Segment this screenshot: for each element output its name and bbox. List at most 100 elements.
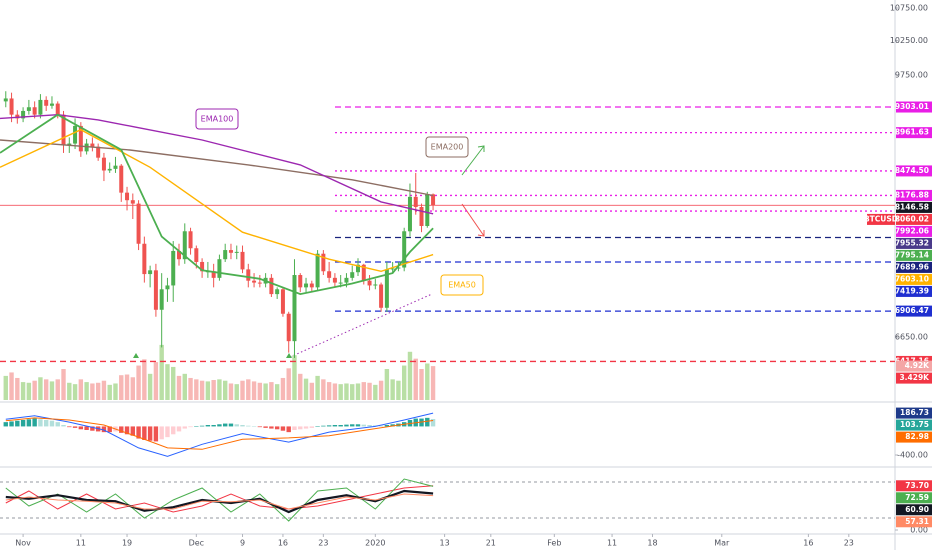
candle-body (153, 270, 158, 310)
candle-body (384, 269, 389, 308)
volume-bar (251, 381, 257, 400)
candle-body (223, 250, 228, 260)
stoch-badge-label: 73.70 (905, 481, 929, 490)
candle-body (234, 251, 239, 253)
volume-bar (3, 375, 8, 400)
macd-histogram-bar (124, 426, 130, 435)
candle-body (327, 271, 332, 278)
arrow-down-head (477, 230, 485, 237)
macd-histogram-bar (217, 424, 222, 427)
macd-histogram-bar (43, 420, 49, 427)
candle-body (78, 125, 83, 152)
volume-bar (292, 355, 297, 400)
macd-histogram-bar (321, 425, 326, 427)
volume-bar (367, 382, 372, 400)
candle-body (44, 99, 49, 106)
ema-line (0, 128, 434, 273)
price-badge-label: 7795.14 (895, 250, 929, 259)
volume-badge-label: 4.92K (905, 361, 931, 370)
candle-body (228, 250, 233, 253)
x-tick-label: 2020 (365, 539, 385, 548)
volume-bar (199, 380, 205, 400)
volume-bar (321, 379, 326, 400)
macd-histogram-bar (332, 425, 338, 427)
macd-badge-label: 186.73 (900, 408, 929, 417)
candle-body (396, 267, 401, 269)
x-tick-label: Mar (714, 539, 730, 548)
volume-bar (326, 382, 332, 400)
candle-body (200, 261, 205, 272)
macd-badge (896, 431, 932, 443)
volume-bar (401, 365, 407, 400)
price-badge (896, 261, 932, 273)
ema-callout-label: EMA50 (448, 281, 476, 290)
volume-bar (171, 366, 176, 400)
macd-histogram-bar (228, 423, 234, 427)
macd-histogram-bar (367, 425, 372, 427)
candle-body (332, 277, 337, 283)
macd-histogram-bar (263, 426, 268, 428)
candle-body (125, 192, 130, 201)
x-tick-label: 16 (278, 539, 288, 548)
volume-bar (303, 378, 309, 400)
macd-histogram-bar (130, 426, 136, 436)
volume-bar (246, 379, 251, 400)
stoch-badge (896, 480, 932, 492)
candle-body (107, 168, 112, 171)
candle-body (344, 277, 349, 283)
volume-bar (211, 380, 216, 400)
candle-body (425, 194, 430, 226)
macd-line (5, 417, 434, 450)
volume-bar (61, 369, 66, 400)
volume-bar (217, 379, 222, 400)
x-tick-label: 11 (607, 539, 617, 548)
candle-body (269, 277, 274, 295)
arrow-up (461, 145, 485, 176)
candle-body (361, 264, 366, 281)
candle-body (38, 99, 43, 115)
candle-body (3, 98, 8, 102)
volume-bar (84, 382, 89, 400)
price-badge-label: 7419.39 (895, 286, 929, 295)
candle-body (130, 200, 135, 204)
candle-body (367, 280, 372, 286)
stoch-badge-label: 57.31 (905, 517, 929, 526)
volume-bar (373, 384, 378, 400)
volume-bar (240, 380, 245, 400)
candle-body (309, 283, 314, 288)
volume-bar (147, 373, 153, 400)
symbol-badge (867, 213, 895, 225)
volume-bar (430, 366, 436, 400)
price-badge (896, 213, 932, 225)
candle-body (113, 165, 118, 169)
volume-bar (269, 382, 274, 400)
stoch-tick-label: 0.00 (910, 526, 928, 535)
x-tick-label: 23 (318, 539, 328, 548)
volume-bar (234, 384, 239, 400)
macd-histogram-bar (171, 426, 176, 435)
candle-body (350, 272, 355, 278)
candle-body (413, 196, 418, 207)
y-tick-label: 10750.00 (890, 3, 928, 12)
candle-body (292, 275, 297, 342)
volume-bar (90, 383, 95, 400)
volume-bar (350, 384, 355, 400)
candle-body (84, 143, 89, 152)
price-badge (896, 285, 932, 297)
volume-bar (361, 382, 366, 400)
macd-histogram-bar (211, 425, 216, 427)
macd-histogram-bar (222, 423, 228, 427)
volume-bar (55, 379, 60, 400)
macd-histogram-bar (309, 426, 315, 428)
volume-bar (188, 377, 193, 400)
candle-body (338, 282, 343, 284)
price-badge (896, 273, 932, 285)
candle-body (379, 284, 384, 308)
x-tick-label: 18 (647, 539, 657, 548)
candle-body (240, 251, 245, 270)
candle-body (407, 196, 412, 232)
candle-body (55, 103, 60, 115)
candle-body (321, 253, 326, 272)
price-badge-label: 8961.63 (895, 128, 929, 137)
macd-histogram-bar (107, 426, 112, 433)
